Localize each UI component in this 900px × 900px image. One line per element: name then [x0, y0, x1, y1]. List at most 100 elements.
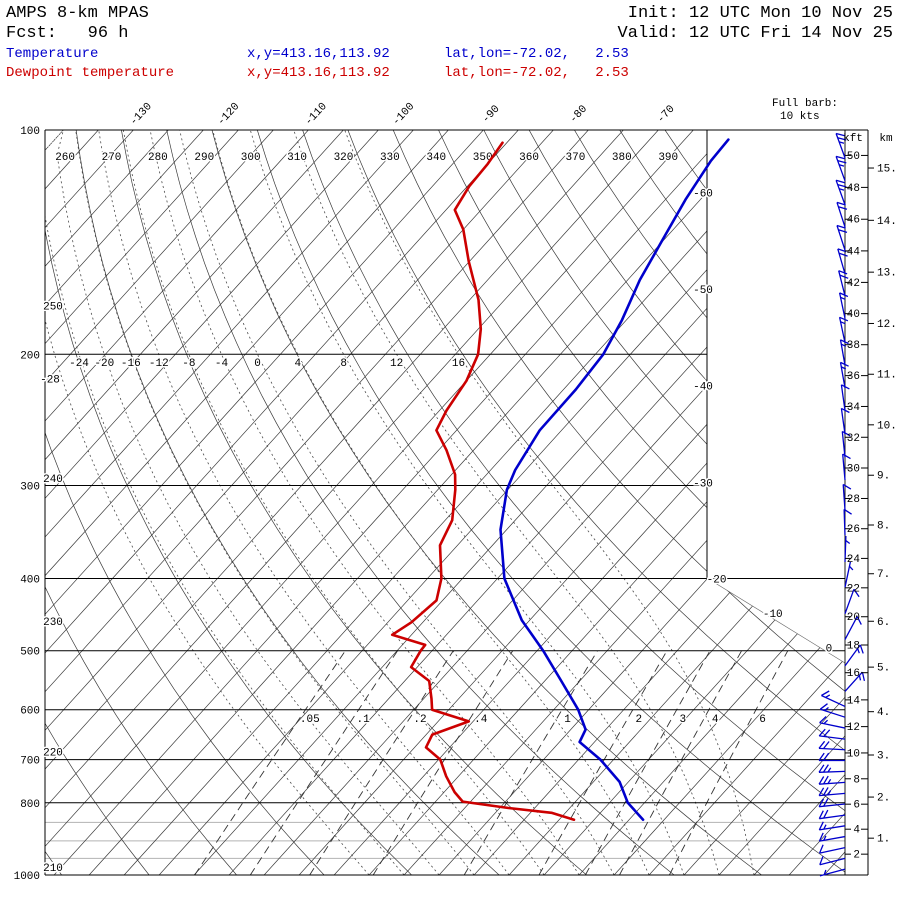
- svg-text:280: 280: [148, 152, 168, 164]
- svg-text:6: 6: [853, 800, 860, 812]
- kft-axis-header: kft: [843, 133, 863, 145]
- svg-text:-60: -60: [693, 188, 713, 200]
- barb-scale-value: 10 kts: [780, 111, 820, 123]
- svg-text:36: 36: [847, 371, 860, 383]
- svg-text:30: 30: [847, 463, 860, 475]
- dewpoint-trace: [390, 141, 576, 821]
- svg-text:290: 290: [194, 152, 214, 164]
- svg-text:400: 400: [20, 575, 40, 587]
- svg-text:-12: -12: [149, 358, 169, 370]
- svg-text:2: 2: [635, 714, 642, 726]
- svg-text:10.: 10.: [877, 420, 897, 432]
- svg-text:330: 330: [380, 152, 400, 164]
- svg-text:360: 360: [519, 152, 539, 164]
- svg-text:370: 370: [566, 152, 586, 164]
- svg-text:-110: -110: [303, 101, 330, 128]
- svg-text:-16: -16: [121, 358, 141, 370]
- svg-text:.1: .1: [357, 714, 371, 726]
- wind-barbs: [818, 132, 866, 877]
- svg-text:12.: 12.: [877, 319, 897, 331]
- svg-text:24: 24: [847, 554, 861, 566]
- legend-dewpoint-latlon: lat,lon=-72.02, 2.53: [444, 65, 629, 81]
- svg-text:-8: -8: [182, 358, 195, 370]
- svg-text:13.: 13.: [877, 268, 897, 280]
- svg-text:-20: -20: [94, 358, 114, 370]
- svg-text:11.: 11.: [877, 370, 897, 382]
- svg-text:230: 230: [43, 617, 63, 629]
- svg-text:-28: -28: [40, 374, 60, 386]
- valid-time: Valid: 12 UTC Fri 14 Nov 25: [617, 24, 893, 43]
- svg-text:26: 26: [847, 524, 860, 536]
- svg-text:6.: 6.: [877, 617, 890, 629]
- svg-text:10: 10: [847, 748, 860, 760]
- svg-text:700: 700: [20, 756, 40, 768]
- svg-text:250: 250: [43, 301, 63, 313]
- svg-text:5.: 5.: [877, 663, 890, 675]
- svg-text:20: 20: [847, 612, 860, 624]
- svg-text:380: 380: [612, 152, 632, 164]
- init-time: Init: 12 UTC Mon 10 Nov 25: [627, 4, 893, 23]
- svg-text:4.: 4.: [877, 707, 890, 719]
- svg-text:-120: -120: [215, 101, 242, 128]
- svg-text:8: 8: [853, 774, 860, 786]
- svg-text:12: 12: [390, 358, 403, 370]
- legend-temperature-latlon: lat,lon=-72.02, 2.53: [444, 46, 629, 62]
- svg-text:-130: -130: [128, 101, 155, 128]
- svg-text:210: 210: [43, 863, 63, 875]
- svg-text:240: 240: [43, 474, 63, 486]
- svg-text:9.: 9.: [877, 471, 890, 483]
- svg-text:-30: -30: [693, 478, 713, 490]
- svg-text:44: 44: [847, 246, 861, 258]
- svg-text:-24: -24: [69, 358, 89, 370]
- svg-text:3.: 3.: [877, 751, 890, 763]
- svg-text:46: 46: [847, 215, 860, 227]
- svg-text:14.: 14.: [877, 216, 897, 228]
- svg-text:-100: -100: [390, 101, 417, 128]
- svg-text:300: 300: [241, 152, 261, 164]
- svg-text:4: 4: [712, 714, 719, 726]
- km-axis-header: km: [879, 133, 893, 145]
- svg-text:3: 3: [680, 714, 687, 726]
- legend-temperature-label: Temperature: [6, 46, 99, 62]
- svg-text:0: 0: [826, 644, 833, 656]
- svg-text:-10: -10: [763, 609, 783, 621]
- svg-text:1: 1: [564, 714, 571, 726]
- svg-text:16: 16: [847, 668, 860, 680]
- svg-text:-80: -80: [568, 103, 590, 126]
- barb-scale-title: Full barb:: [772, 98, 839, 110]
- svg-text:600: 600: [20, 706, 40, 718]
- svg-text:42: 42: [847, 278, 860, 290]
- svg-text:16: 16: [452, 358, 465, 370]
- svg-text:310: 310: [287, 152, 307, 164]
- svg-text:390: 390: [658, 152, 678, 164]
- svg-text:4: 4: [853, 825, 860, 837]
- svg-text:48: 48: [847, 183, 860, 195]
- svg-text:7.: 7.: [877, 569, 890, 581]
- svg-text:.05: .05: [300, 714, 320, 726]
- temperature-trace: [499, 138, 730, 821]
- svg-text:1.: 1.: [877, 834, 890, 846]
- svg-text:100: 100: [20, 126, 40, 138]
- svg-text:0: 0: [254, 358, 261, 370]
- svg-text:.4: .4: [474, 714, 488, 726]
- svg-text:14: 14: [847, 695, 861, 707]
- gray-pressure-lines: [45, 821, 845, 859]
- plot-borders: [44, 129, 868, 876]
- svg-text:-40: -40: [693, 382, 713, 394]
- model-title: AMPS 8-km MPAS: [6, 4, 149, 23]
- mixing-ratio-lines: [194, 650, 789, 875]
- height-axes: kft km24681012141618202224262830323436384…: [843, 130, 897, 875]
- svg-text:-20: -20: [707, 574, 727, 586]
- svg-text:320: 320: [334, 152, 354, 164]
- svg-text:300: 300: [20, 481, 40, 493]
- svg-text:1000: 1000: [14, 871, 40, 883]
- svg-text:270: 270: [102, 152, 122, 164]
- legend-temperature-xy: x,y=413.16,113.92: [247, 46, 390, 62]
- svg-text:2: 2: [853, 850, 860, 862]
- svg-text:8.: 8.: [877, 520, 890, 532]
- svg-text:220: 220: [43, 748, 63, 760]
- svg-text:-90: -90: [480, 103, 502, 126]
- svg-text:340: 340: [426, 152, 446, 164]
